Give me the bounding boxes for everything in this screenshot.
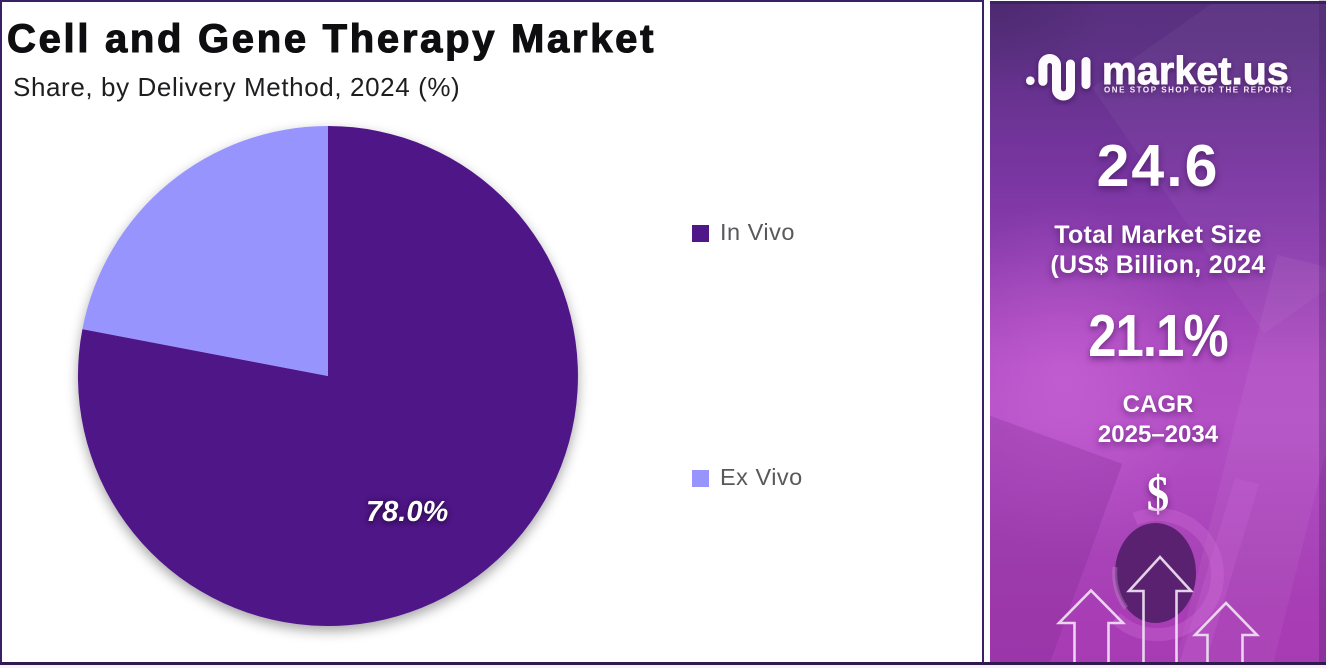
svg-text:market.us: market.us <box>1102 50 1289 93</box>
svg-text:ONE STOP SHOP FOR THE REPORTS: ONE STOP SHOP FOR THE REPORTS <box>1104 86 1293 95</box>
